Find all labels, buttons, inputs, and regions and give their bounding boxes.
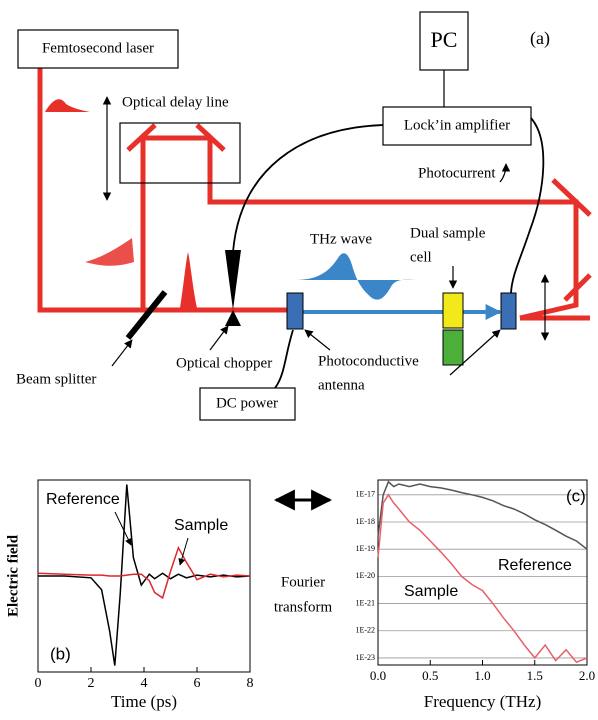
- beam-splitter: [125, 290, 168, 340]
- y-axis-label: Electric field: [5, 534, 21, 617]
- label: Beam splitter: [16, 371, 96, 387]
- pulse: [45, 99, 90, 112]
- lockin-box: [382, 106, 532, 146]
- y-tick-label: 1E-18: [355, 517, 375, 526]
- laser-box: [17, 29, 179, 69]
- x-axis-label: Frequency (THz): [424, 692, 542, 711]
- label: antenna: [318, 377, 365, 393]
- label-pointer: [114, 511, 132, 546]
- mirror: [551, 178, 592, 217]
- x-tick-label: 2.0: [579, 668, 595, 683]
- dc-power-box: [199, 387, 296, 421]
- label: Photoconductive: [318, 353, 419, 369]
- laser-beam: [37, 68, 288, 313]
- series-label: Sample: [174, 517, 228, 534]
- x-tick-label: 1.5: [527, 668, 543, 683]
- mirror: [195, 123, 226, 152]
- label: Lock’in amplifier: [404, 117, 510, 133]
- y-tick-label: 1E-22: [355, 626, 375, 635]
- x-tick-label: 6: [194, 676, 201, 691]
- pulse: [180, 252, 197, 308]
- series-label: Reference: [46, 491, 120, 508]
- arrow: [499, 163, 511, 183]
- y-tick-label: 1E-23: [355, 653, 375, 662]
- mirror: [126, 123, 157, 152]
- x-tick-label: 1.0: [474, 668, 490, 683]
- pointer: [304, 329, 331, 351]
- y-tick-label: 1E-17: [355, 490, 375, 499]
- antenna: [500, 292, 517, 330]
- x-axis-label: Time (ps): [111, 692, 177, 711]
- wire: [274, 329, 294, 389]
- series-line: [377, 493, 588, 664]
- y-tick-label: 1E-21: [355, 598, 375, 607]
- chopper: [225, 250, 241, 326]
- label: Optical chopper: [176, 355, 272, 371]
- panel-label: (c): [566, 486, 586, 505]
- label: transform: [274, 599, 333, 615]
- mirror: [563, 273, 592, 302]
- setup-diagram: Femtosecond laser PC (a) Lock’in amplifi…: [16, 11, 592, 615]
- panel-label: (a): [530, 28, 550, 49]
- x-tick-label: 8: [247, 676, 254, 691]
- series-label: Sample: [404, 583, 458, 600]
- series-label: Reference: [498, 557, 572, 574]
- x-tick-label: 0.5: [422, 668, 438, 683]
- y-tick-label: 1E-20: [355, 571, 375, 580]
- label: Dual sample: [410, 225, 486, 241]
- label-pointer: [178, 537, 189, 566]
- wire: [510, 117, 545, 294]
- label: Femtosecond laser: [42, 40, 154, 56]
- panel-label: (b): [50, 644, 71, 663]
- x-tick-label: 0.0: [370, 668, 386, 683]
- y-tick-label: 1E-19: [355, 544, 375, 553]
- label: Optical delay line: [122, 94, 229, 110]
- thz-wave: [295, 253, 420, 300]
- label: DC power: [216, 395, 278, 411]
- antenna: [286, 292, 304, 330]
- delay-box: [119, 122, 241, 184]
- label: PC: [431, 27, 458, 52]
- pointer: [209, 325, 229, 351]
- label: THz wave: [310, 231, 372, 247]
- wire: [232, 124, 384, 253]
- series-line: [37, 545, 251, 600]
- pulse: [85, 238, 134, 266]
- label: Fourier: [281, 574, 325, 590]
- x-tick-label: 0: [35, 676, 42, 691]
- pointer: [111, 339, 133, 367]
- label: cell: [410, 249, 432, 265]
- pointer: [449, 329, 501, 376]
- sample-cell: [442, 292, 464, 329]
- x-tick-label: 2: [88, 676, 95, 691]
- series-line: [377, 480, 588, 550]
- x-tick-label: 4: [141, 676, 148, 691]
- label: Photocurrent: [418, 165, 496, 181]
- sample-cell: [442, 329, 464, 366]
